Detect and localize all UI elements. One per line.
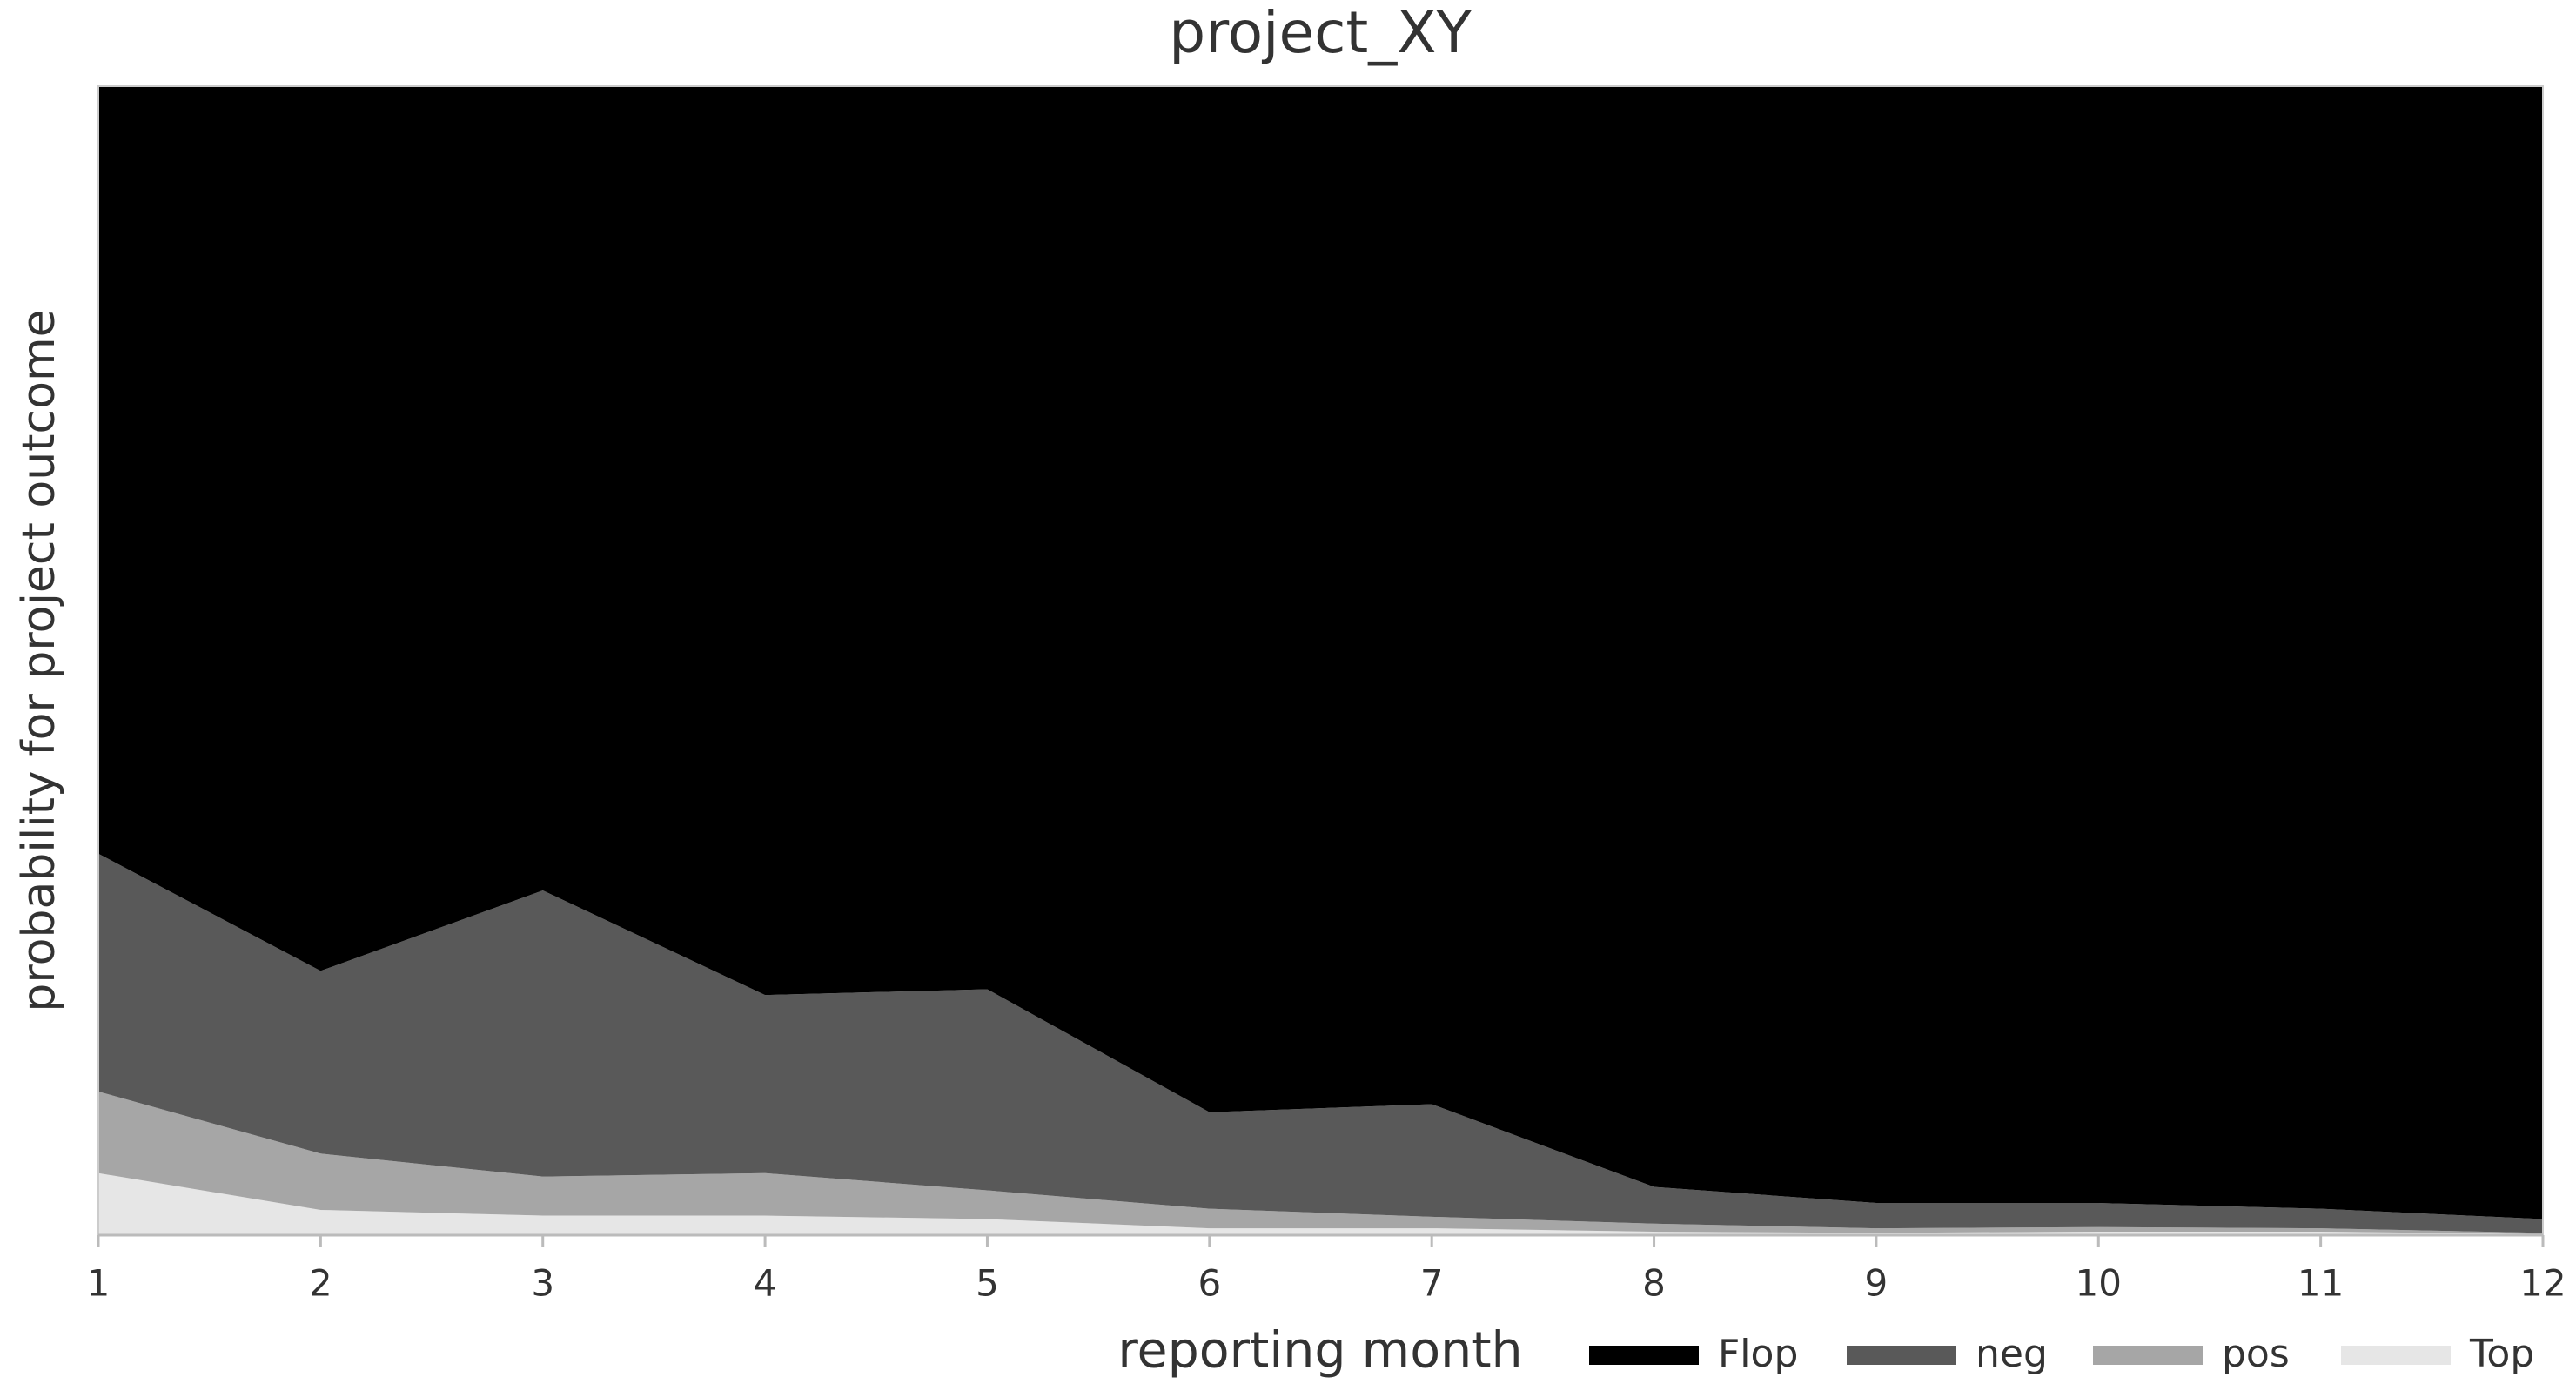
- area: [98, 853, 2543, 1233]
- x-tick-label: 12: [2519, 1262, 2566, 1305]
- x-tick-label: 4: [754, 1262, 777, 1305]
- x-tick-label: 7: [1420, 1262, 1444, 1305]
- legend-label: pos: [2222, 1332, 2290, 1376]
- chart-title: project_XY: [1169, 0, 1472, 66]
- x-tick-label: 1: [87, 1262, 111, 1305]
- legend-swatch: [2093, 1346, 2203, 1365]
- x-tick-label: 2: [309, 1262, 332, 1305]
- area: [98, 86, 2543, 1219]
- x-axis-label: reporting month: [1117, 1322, 1522, 1380]
- legend-label: neg: [1976, 1332, 2048, 1376]
- legend-label: Top: [2469, 1332, 2534, 1376]
- area: [98, 1092, 2543, 1234]
- x-tick-label: 5: [976, 1262, 999, 1305]
- x-tick-label: 10: [2076, 1262, 2122, 1305]
- area: [98, 1172, 2543, 1235]
- legend-swatch: [1589, 1346, 1699, 1365]
- legend-label: Flop: [1718, 1332, 1798, 1376]
- legend-swatch: [1847, 1346, 1956, 1365]
- x-tick-label: 9: [1865, 1262, 1888, 1305]
- legend-swatch: [2341, 1346, 2451, 1365]
- y-axis-label: probability for project outcome: [13, 309, 65, 1011]
- x-tick-label: 3: [531, 1262, 554, 1305]
- x-tick-label: 11: [2298, 1262, 2344, 1305]
- x-tick-label: 6: [1197, 1262, 1221, 1305]
- x-tick-label: 8: [1642, 1262, 1666, 1305]
